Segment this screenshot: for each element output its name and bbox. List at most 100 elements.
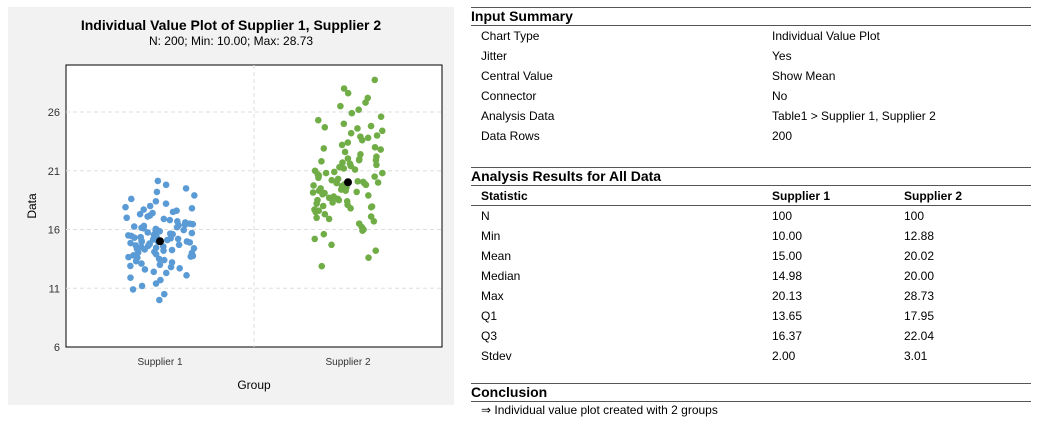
data-point — [371, 173, 378, 180]
data-point — [140, 206, 147, 213]
data-point — [162, 181, 170, 189]
supplier-1-value: 2.00 — [772, 349, 796, 363]
results-header: Analysis Results for All Data — [471, 167, 1031, 186]
data-point — [127, 274, 134, 281]
y-tick-label: 21 — [48, 166, 60, 178]
data-point — [341, 148, 349, 156]
data-point — [127, 195, 135, 203]
supplier-2-value: 20.02 — [904, 249, 935, 263]
data-point — [152, 198, 160, 205]
data-point — [175, 241, 183, 249]
supplier-2-value: 17.95 — [904, 309, 935, 323]
data-point — [359, 178, 367, 186]
summary-row-analysis-data: Analysis Data Table1 > Supplier 1, Suppl… — [471, 106, 1031, 126]
data-point — [181, 219, 189, 226]
data-point — [357, 133, 364, 140]
data-point — [153, 188, 161, 196]
data-point — [344, 89, 352, 97]
data-point — [190, 245, 198, 252]
conclusion-header: Conclusion — [471, 383, 1031, 402]
data-point — [174, 217, 181, 225]
supplier-2-value: 20.00 — [904, 269, 935, 283]
supplier-1-value: 100 — [772, 209, 793, 223]
chart-title: Individual Value Plot of Supplier 1, Sup… — [80, 17, 382, 33]
supplier-1-value: 14.98 — [772, 269, 803, 283]
individual-value-plot: 6 11 16 21 26 Supplier 1 Supplier 2 Group Data — [25, 64, 443, 392]
data-point — [311, 235, 319, 243]
data-point — [173, 207, 180, 214]
data-point — [157, 276, 164, 284]
chart-panel: Individual Value Plot of Supplier 1, Sup… — [8, 7, 454, 405]
table-row: Median 14.98 20.00 — [471, 266, 1031, 286]
conclusion-text: ⇒ Individual value plot created with 2 g… — [481, 403, 718, 417]
column-header-supplier-1: Supplier 1 — [772, 189, 831, 203]
data-point — [330, 193, 338, 200]
data-point — [371, 143, 379, 151]
y-tick-label: 16 — [48, 225, 60, 237]
table-row: Mean 15.00 20.02 — [471, 246, 1031, 266]
data-point — [166, 216, 174, 224]
table-row: N 100 100 — [471, 206, 1031, 226]
data-point — [321, 210, 329, 218]
data-point — [355, 220, 363, 227]
data-point — [340, 120, 348, 128]
data-point — [365, 254, 372, 261]
data-point — [367, 213, 375, 220]
x-tick-label: Supplier 2 — [325, 357, 370, 368]
mean-point — [344, 178, 352, 187]
data-point — [146, 202, 154, 210]
summary-label: Jitter — [481, 49, 508, 63]
data-point — [377, 146, 384, 153]
summary-row-connector: Connector No — [471, 86, 1031, 106]
data-point — [137, 233, 144, 241]
summary-label: Analysis Data — [481, 109, 555, 123]
summary-label: Data Rows — [481, 129, 540, 143]
x-tick-label: Supplier 1 — [137, 357, 182, 368]
y-tick-label: 6 — [54, 342, 60, 354]
data-point — [321, 189, 328, 197]
data-point — [318, 262, 326, 270]
supplier-2-value: 12.88 — [904, 229, 935, 243]
data-point — [320, 230, 328, 238]
y-tick-label: 26 — [48, 107, 60, 119]
data-point — [132, 242, 140, 249]
data-point — [138, 282, 146, 290]
data-point — [340, 85, 348, 92]
data-point — [182, 185, 190, 192]
data-point — [329, 199, 336, 206]
table-row: Q3 16.37 22.04 — [471, 326, 1031, 346]
summary-row-jitter: Jitter Yes — [471, 46, 1031, 66]
data-point — [188, 205, 196, 212]
data-point — [378, 127, 386, 135]
data-point — [355, 156, 363, 164]
data-point — [310, 182, 317, 189]
data-point — [367, 122, 375, 130]
statistic-name: Q3 — [481, 329, 498, 343]
data-point — [183, 238, 191, 245]
data-point — [364, 134, 372, 142]
data-point — [168, 246, 176, 254]
statistic-name: N — [481, 209, 490, 223]
data-point — [334, 175, 342, 183]
data-point — [311, 167, 319, 175]
data-point — [320, 145, 328, 152]
column-header-supplier-2: Supplier 2 — [904, 189, 963, 203]
data-point — [373, 153, 380, 160]
summary-label: Connector — [481, 89, 537, 103]
data-point — [137, 243, 145, 251]
data-point — [141, 266, 149, 273]
data-point — [162, 200, 170, 207]
supplier-2-value: 28.73 — [904, 289, 935, 303]
data-point — [122, 203, 129, 211]
column-header-statistic: Statistic — [481, 189, 528, 203]
supplier-1-value: 10.00 — [772, 229, 803, 243]
data-point — [166, 230, 174, 237]
data-point — [130, 223, 138, 230]
data-point — [319, 202, 327, 210]
data-point — [127, 239, 134, 247]
summary-value: Yes — [772, 49, 792, 63]
data-point — [335, 196, 343, 204]
data-point — [125, 253, 132, 261]
data-point — [174, 235, 182, 243]
data-point — [130, 252, 137, 259]
